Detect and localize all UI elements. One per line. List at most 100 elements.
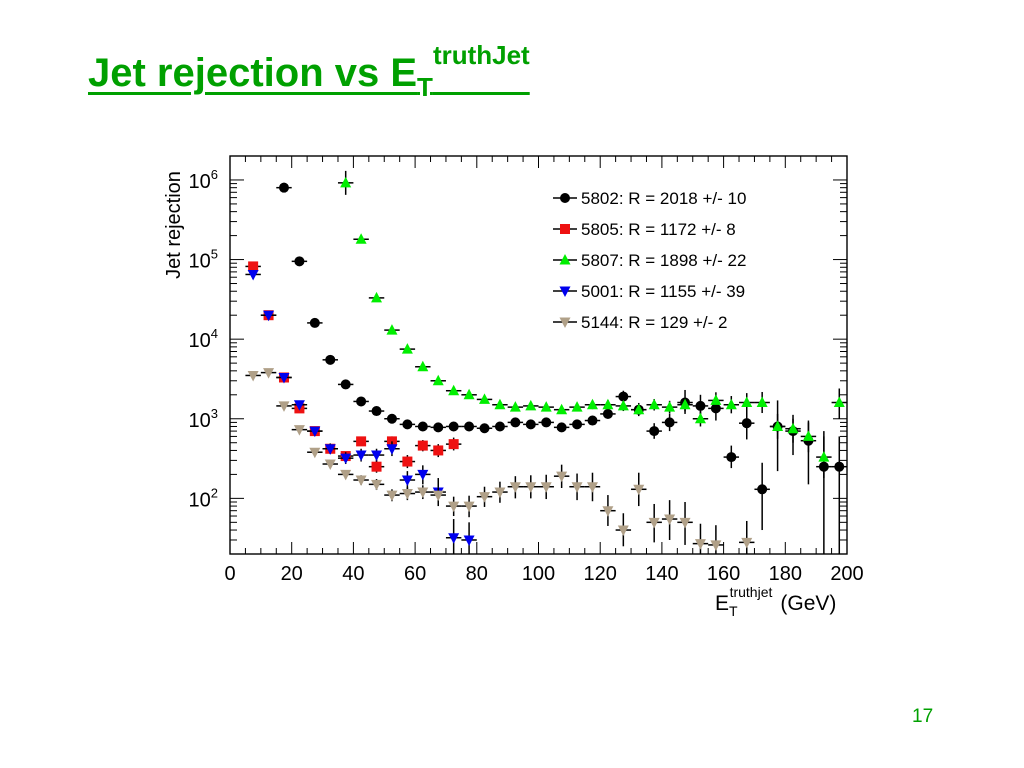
data-point <box>248 261 259 272</box>
data-point <box>710 540 722 551</box>
legend: 5802: R = 2018 +/- 10 5805: R = 1172 +/- … <box>553 189 746 332</box>
data-point <box>679 398 691 410</box>
legend-label: 5807: R = 1898 +/- 22 <box>581 251 746 270</box>
data-point <box>417 421 428 432</box>
data-point <box>679 517 691 529</box>
x-axis-label-superscript: truthjet <box>730 584 773 600</box>
data-point <box>586 482 598 493</box>
data-point <box>541 417 552 428</box>
legend-marker <box>559 286 571 297</box>
data-point <box>741 396 753 408</box>
y-tick-label-base: 10 <box>189 251 211 273</box>
y-tick-label-base: 10 <box>189 489 211 511</box>
data-point <box>356 436 367 447</box>
data-point <box>833 396 845 408</box>
x-tick-label: 80 <box>466 563 488 585</box>
x-tick-label: 100 <box>522 563 555 585</box>
data-point <box>664 514 676 526</box>
x-tick-label: 140 <box>645 563 678 585</box>
data-point <box>278 372 290 384</box>
page-number: 17 <box>912 706 934 727</box>
data-point <box>710 394 722 405</box>
data-point <box>494 398 506 410</box>
slide-title-subscript: T <box>417 72 433 102</box>
series-5 <box>245 368 755 554</box>
data-point <box>340 453 352 465</box>
data-point <box>278 401 290 412</box>
data-point <box>463 388 475 400</box>
data-point <box>525 482 537 493</box>
legend-marker <box>560 193 570 203</box>
data-point <box>386 324 398 335</box>
data-point <box>509 482 521 493</box>
data-point <box>263 368 275 379</box>
data-point <box>509 401 521 412</box>
data-point <box>293 400 305 411</box>
data-point <box>371 450 383 462</box>
data-point <box>725 398 737 410</box>
data-point <box>510 417 521 428</box>
x-tick-label: 160 <box>707 563 740 585</box>
data-point <box>432 490 444 502</box>
y-tick-label: 106 <box>189 167 218 193</box>
data-point <box>356 396 367 407</box>
y-tick-label-exponent: 4 <box>211 326 218 341</box>
data-point <box>402 456 413 467</box>
data-point <box>355 233 367 244</box>
data-point <box>602 506 614 517</box>
x-tick-label: 40 <box>342 563 364 585</box>
data-point <box>402 419 413 430</box>
data-point <box>401 475 413 487</box>
data-point <box>587 415 598 426</box>
data-point <box>432 374 444 386</box>
legend-label: 5802: R = 2018 +/- 10 <box>581 189 746 208</box>
data-point <box>433 422 444 433</box>
data-point <box>433 445 444 456</box>
data-point <box>463 535 475 546</box>
data-point <box>448 533 460 544</box>
data-point <box>417 440 428 451</box>
y-tick-label: 105 <box>189 247 218 273</box>
x-tick-label: 0 <box>224 563 235 585</box>
data-point <box>324 459 336 471</box>
data-point <box>494 487 506 499</box>
data-point <box>649 426 660 437</box>
data-point <box>757 484 768 495</box>
data-point <box>571 401 583 412</box>
y-tick-label-base: 10 <box>189 171 211 193</box>
y-tick-label-exponent: 3 <box>211 406 218 421</box>
data-point <box>309 317 320 328</box>
x-tick-label: 200 <box>830 563 863 585</box>
x-axis-label-main: E <box>715 592 729 615</box>
data-point <box>694 412 706 424</box>
data-point <box>479 492 491 503</box>
y-tick-label-exponent: 2 <box>211 485 218 500</box>
data-point <box>386 490 398 502</box>
y-tick-label-base: 10 <box>189 410 211 432</box>
data-point <box>417 360 429 372</box>
x-tick-label: 180 <box>769 563 802 585</box>
data-point <box>756 396 768 408</box>
data-point <box>694 539 706 550</box>
data-point <box>293 425 305 436</box>
data-point <box>371 479 383 491</box>
data-point <box>479 393 491 404</box>
y-tick-label-exponent: 5 <box>211 247 218 262</box>
data-point <box>494 421 505 432</box>
data-point <box>247 370 259 382</box>
data-point <box>572 419 583 430</box>
data-point <box>741 537 753 549</box>
slide-title-main: Jet rejection vs E <box>88 51 418 95</box>
data-point <box>278 182 289 193</box>
data-point <box>417 469 429 481</box>
y-axis-label: Jet rejection <box>163 171 185 279</box>
y-tick-label-exponent: 6 <box>211 167 218 182</box>
data-point <box>664 401 676 412</box>
series-layer <box>245 170 847 554</box>
series-3 <box>337 170 847 479</box>
data-point <box>386 444 398 455</box>
data-point <box>741 418 752 429</box>
y-tick-label: 103 <box>189 406 218 432</box>
x-tick-label: 120 <box>584 563 617 585</box>
